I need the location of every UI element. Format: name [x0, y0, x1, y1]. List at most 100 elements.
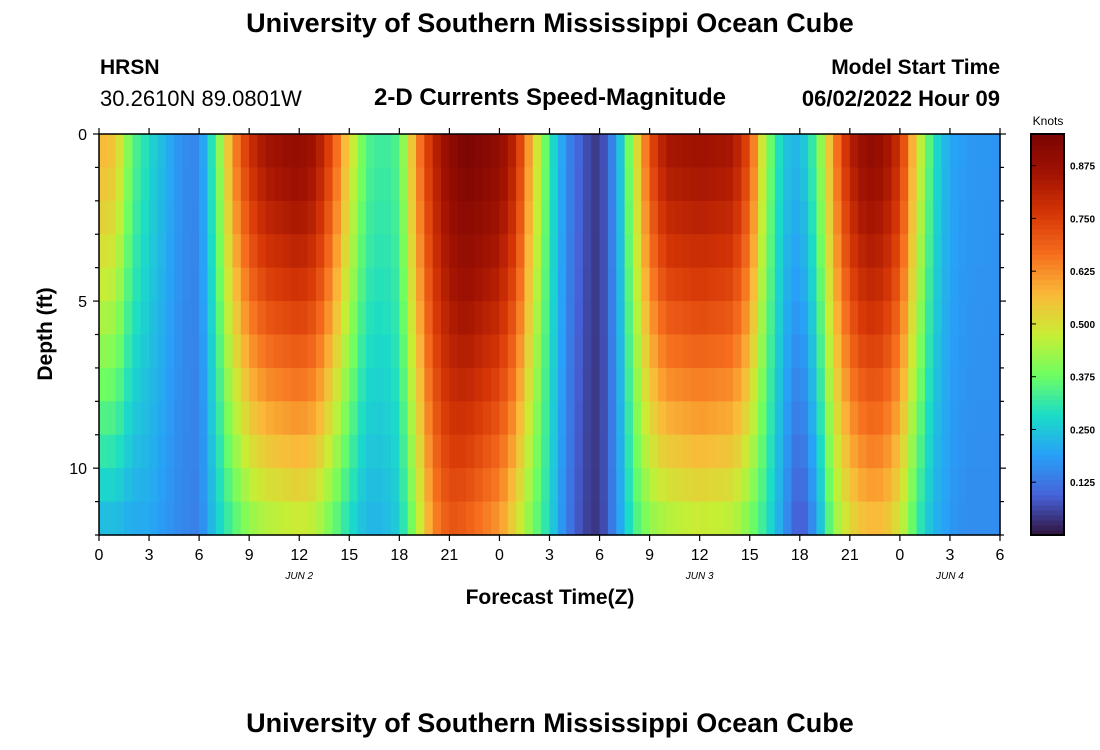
heatmap-cell [883, 234, 893, 269]
heatmap-cell [407, 167, 417, 202]
heatmap-cell [107, 401, 117, 436]
heatmap-cell [824, 234, 834, 269]
heatmap-cell [758, 134, 767, 169]
heatmap-cell [390, 401, 400, 436]
heatmap-cell [908, 267, 918, 302]
heatmap-cell [474, 200, 484, 235]
heatmap-cell [758, 167, 767, 202]
heatmap-cell [340, 501, 350, 536]
heatmap-cell [774, 167, 784, 202]
heatmap-cell [290, 501, 300, 536]
heatmap-cell [566, 167, 576, 202]
heatmap-cell [382, 334, 392, 369]
heatmap-cell [774, 200, 784, 235]
heatmap-cell [340, 301, 350, 336]
heatmap-cell [666, 134, 676, 169]
heatmap-cell [924, 501, 934, 536]
heatmap-cell [941, 501, 951, 536]
heatmap-cell [974, 501, 984, 536]
heatmap-cell [516, 401, 526, 436]
colorbar-segment [1031, 194, 1064, 200]
colorbar-segment [1031, 394, 1064, 401]
heatmap-cell [724, 301, 734, 336]
heatmap-cell [649, 468, 659, 503]
heatmap-cell [107, 301, 117, 336]
heatmap-cell [340, 334, 350, 369]
heatmap-cell [899, 167, 909, 202]
heatmap-cell [791, 301, 801, 336]
heatmap-cell [974, 200, 984, 235]
x-tick-label: 15 [340, 547, 358, 564]
heatmap-cell [899, 301, 909, 336]
heatmap-cell [407, 501, 417, 536]
heatmap-cell [315, 501, 325, 536]
heatmap-cell [641, 301, 651, 336]
heatmap-cell [666, 267, 676, 302]
heatmap-cell [282, 434, 292, 469]
heatmap-cell [741, 367, 751, 402]
heatmap-cell [466, 200, 476, 235]
heatmap-cell [716, 501, 726, 536]
heatmap-cell [507, 334, 517, 369]
heatmap-cell [315, 234, 325, 269]
heatmap-cell [866, 267, 876, 302]
heatmap-cell [149, 200, 158, 235]
heatmap-cell [199, 167, 209, 202]
heatmap-cell [432, 334, 442, 369]
heatmap-cell [307, 401, 317, 436]
heatmap-cell [99, 234, 108, 269]
x-axis-label: Forecast Time(Z) [466, 586, 635, 609]
heatmap-cell [507, 167, 517, 202]
heatmap-cell [858, 234, 868, 269]
heatmap-cell [699, 367, 709, 402]
heatmap-cell [132, 267, 142, 302]
heatmap-cell [632, 234, 642, 269]
heatmap-cell [991, 200, 1001, 235]
date-label: JUN 3 [685, 571, 714, 582]
heatmap-cell [549, 468, 559, 503]
heatmap-cell [766, 167, 776, 202]
heatmap-cell [666, 167, 676, 202]
heatmap-cell [240, 501, 250, 536]
heatmap-cell [574, 134, 584, 169]
heatmap-cell [691, 167, 701, 202]
heatmap-cell [708, 301, 717, 336]
heatmap-cell [249, 401, 259, 436]
heatmap-cell [816, 401, 826, 436]
heatmap-cell [107, 167, 117, 202]
heatmap-cell [215, 501, 225, 536]
heatmap-cell [749, 434, 759, 469]
heatmap-cell [132, 434, 142, 469]
heatmap-cell [766, 200, 776, 235]
heatmap-cell [599, 167, 609, 202]
heatmap-cell [390, 501, 400, 536]
heatmap-cell [132, 134, 142, 169]
heatmap-cell [908, 367, 918, 402]
heatmap-cell [157, 301, 167, 336]
heatmap-cell [315, 167, 325, 202]
heatmap-cell [215, 401, 225, 436]
heatmap-cell [749, 234, 759, 269]
heatmap-cell [641, 334, 651, 369]
heatmap-cell [524, 501, 534, 536]
heatmap-cell [332, 367, 342, 402]
heatmap-cell [382, 468, 392, 503]
heatmap-cell [491, 200, 501, 235]
heatmap-cell [799, 167, 809, 202]
heatmap-cell [324, 434, 334, 469]
heatmap-cell [491, 501, 501, 536]
heatmap-cell [691, 501, 701, 536]
heatmap-cell [891, 134, 901, 169]
heatmap-cell [657, 267, 667, 302]
heatmap-cell [574, 434, 584, 469]
heatmap-cell [232, 334, 242, 369]
heatmap-cell [249, 334, 259, 369]
heatmap-cell [249, 301, 259, 336]
heatmap-cell [499, 200, 509, 235]
heatmap-cell [416, 200, 425, 235]
heatmap-cell [224, 434, 234, 469]
heatmap-cell [774, 267, 784, 302]
heatmap-cell [165, 501, 175, 536]
heatmap-cell [182, 267, 192, 302]
heatmap-cell [174, 167, 184, 202]
